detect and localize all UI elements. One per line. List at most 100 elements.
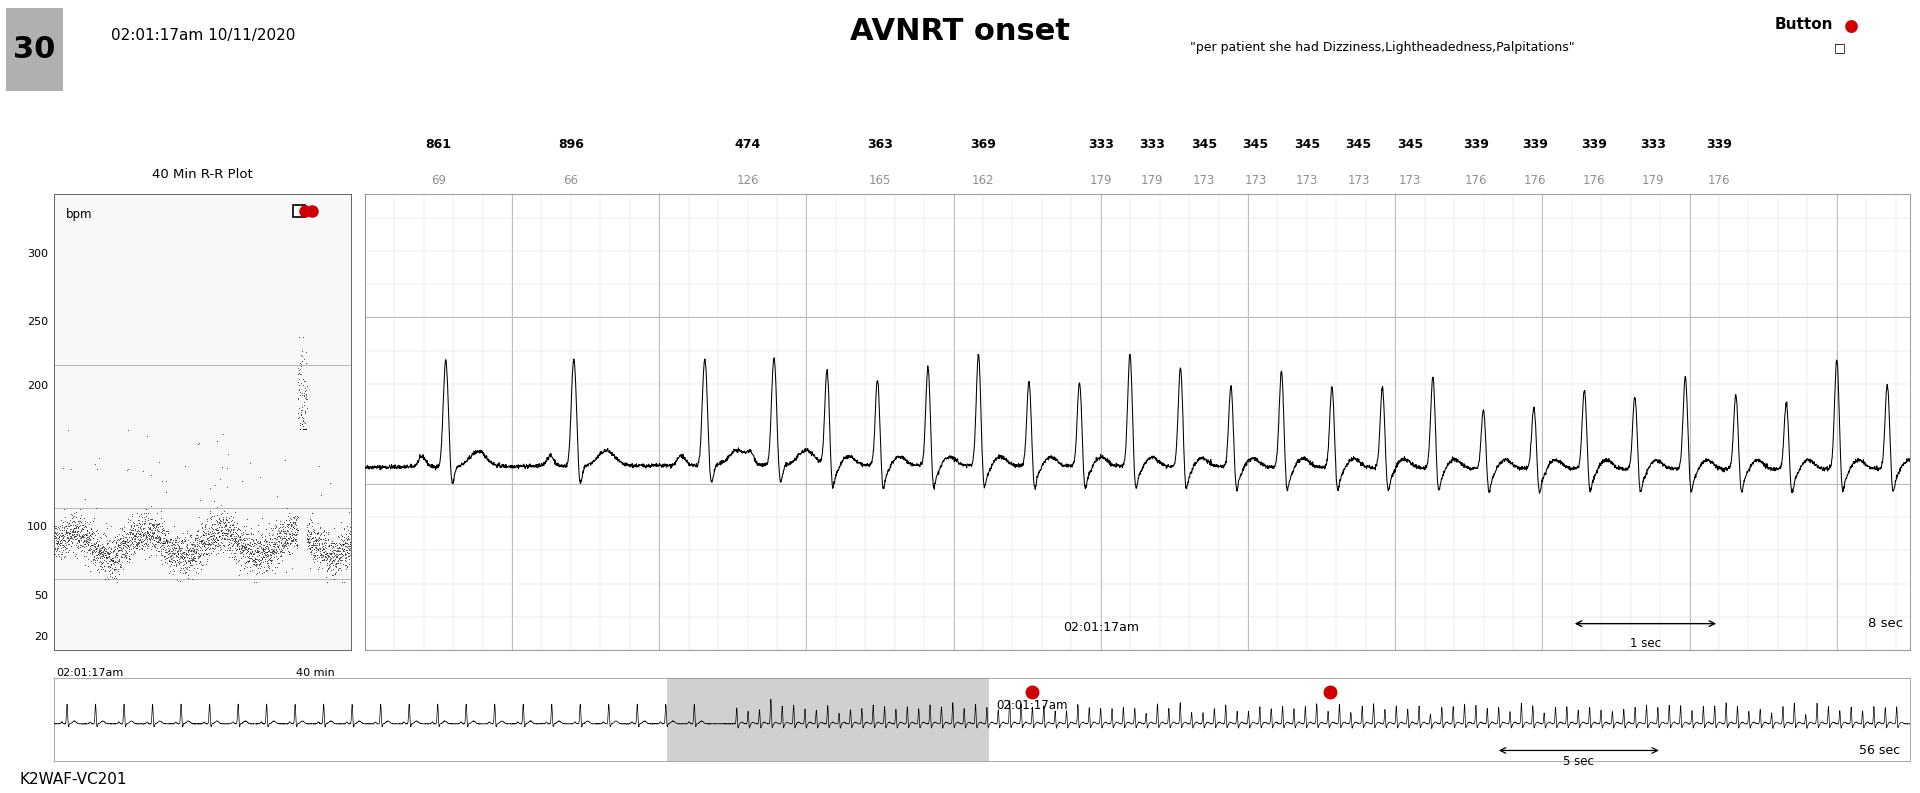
Point	[40, 537, 71, 550]
Point	[219, 550, 250, 562]
Point	[292, 380, 323, 393]
Point	[321, 557, 351, 569]
Point	[257, 529, 288, 542]
Point	[321, 561, 351, 573]
Point	[173, 555, 204, 568]
Point	[173, 550, 204, 563]
Point	[108, 530, 138, 542]
Point	[217, 519, 248, 531]
Point	[152, 524, 182, 537]
Point	[276, 533, 307, 546]
Point	[288, 399, 319, 412]
Point	[227, 542, 257, 555]
Point	[104, 540, 134, 553]
Point	[177, 543, 207, 556]
Point	[102, 557, 132, 569]
Point	[319, 553, 349, 565]
Point	[136, 527, 167, 539]
Point	[305, 521, 336, 534]
Point	[159, 541, 190, 554]
Point	[106, 534, 136, 547]
Point	[88, 528, 119, 541]
Point	[278, 515, 309, 528]
Point	[192, 534, 223, 546]
Point	[253, 545, 284, 557]
Point	[225, 523, 255, 536]
Point	[142, 529, 173, 542]
Point	[228, 537, 259, 550]
Point	[83, 527, 113, 539]
Point	[252, 557, 282, 569]
Point	[294, 516, 324, 529]
Point	[244, 554, 275, 567]
Point	[211, 527, 242, 539]
Point	[83, 562, 113, 575]
Point	[300, 537, 330, 550]
Point	[282, 412, 313, 424]
Point	[77, 539, 108, 552]
Point	[194, 536, 225, 549]
Point	[311, 526, 342, 538]
Point	[223, 530, 253, 542]
Point	[71, 531, 102, 544]
Point	[77, 532, 108, 545]
Point	[194, 534, 225, 546]
Point	[257, 542, 288, 555]
Point	[69, 519, 100, 532]
Point	[213, 532, 244, 545]
Point	[303, 544, 334, 557]
Point	[119, 532, 150, 545]
Point	[321, 539, 351, 552]
Point	[300, 538, 330, 551]
Point	[186, 535, 217, 548]
Point	[334, 521, 365, 534]
Point	[311, 554, 342, 567]
Point	[292, 529, 323, 542]
Point	[182, 539, 213, 552]
Point	[244, 565, 275, 578]
Point	[146, 537, 177, 550]
Point	[223, 542, 253, 554]
Point	[52, 529, 83, 542]
Point	[215, 540, 246, 553]
Point	[92, 550, 123, 563]
Point	[83, 538, 113, 550]
Point	[207, 460, 238, 473]
Point	[79, 458, 109, 470]
Point	[271, 533, 301, 546]
Point	[67, 527, 98, 540]
Point	[227, 533, 257, 546]
Point	[157, 554, 188, 566]
Point	[81, 554, 111, 566]
Point	[278, 528, 309, 541]
Point	[321, 551, 351, 564]
Point	[303, 532, 334, 545]
Point	[111, 534, 142, 546]
Point	[232, 545, 263, 557]
Point	[194, 512, 225, 525]
Point	[60, 550, 90, 562]
Point	[192, 533, 223, 546]
Point	[144, 531, 175, 544]
Point	[236, 540, 267, 553]
Point	[63, 529, 94, 542]
Point	[296, 544, 326, 557]
Point	[236, 538, 267, 550]
Point	[190, 543, 221, 556]
Text: 69: 69	[430, 174, 445, 187]
Point	[67, 530, 98, 542]
Point	[58, 511, 88, 523]
Point	[300, 541, 330, 554]
Point	[113, 556, 144, 569]
Point	[204, 538, 234, 551]
Point	[154, 546, 184, 559]
Point	[217, 544, 248, 557]
Point	[92, 551, 123, 564]
Point	[217, 529, 248, 542]
Point	[252, 536, 282, 549]
Point	[209, 540, 240, 553]
Point	[309, 548, 340, 561]
Point	[319, 568, 349, 580]
Point	[75, 515, 106, 528]
Point	[198, 530, 228, 542]
